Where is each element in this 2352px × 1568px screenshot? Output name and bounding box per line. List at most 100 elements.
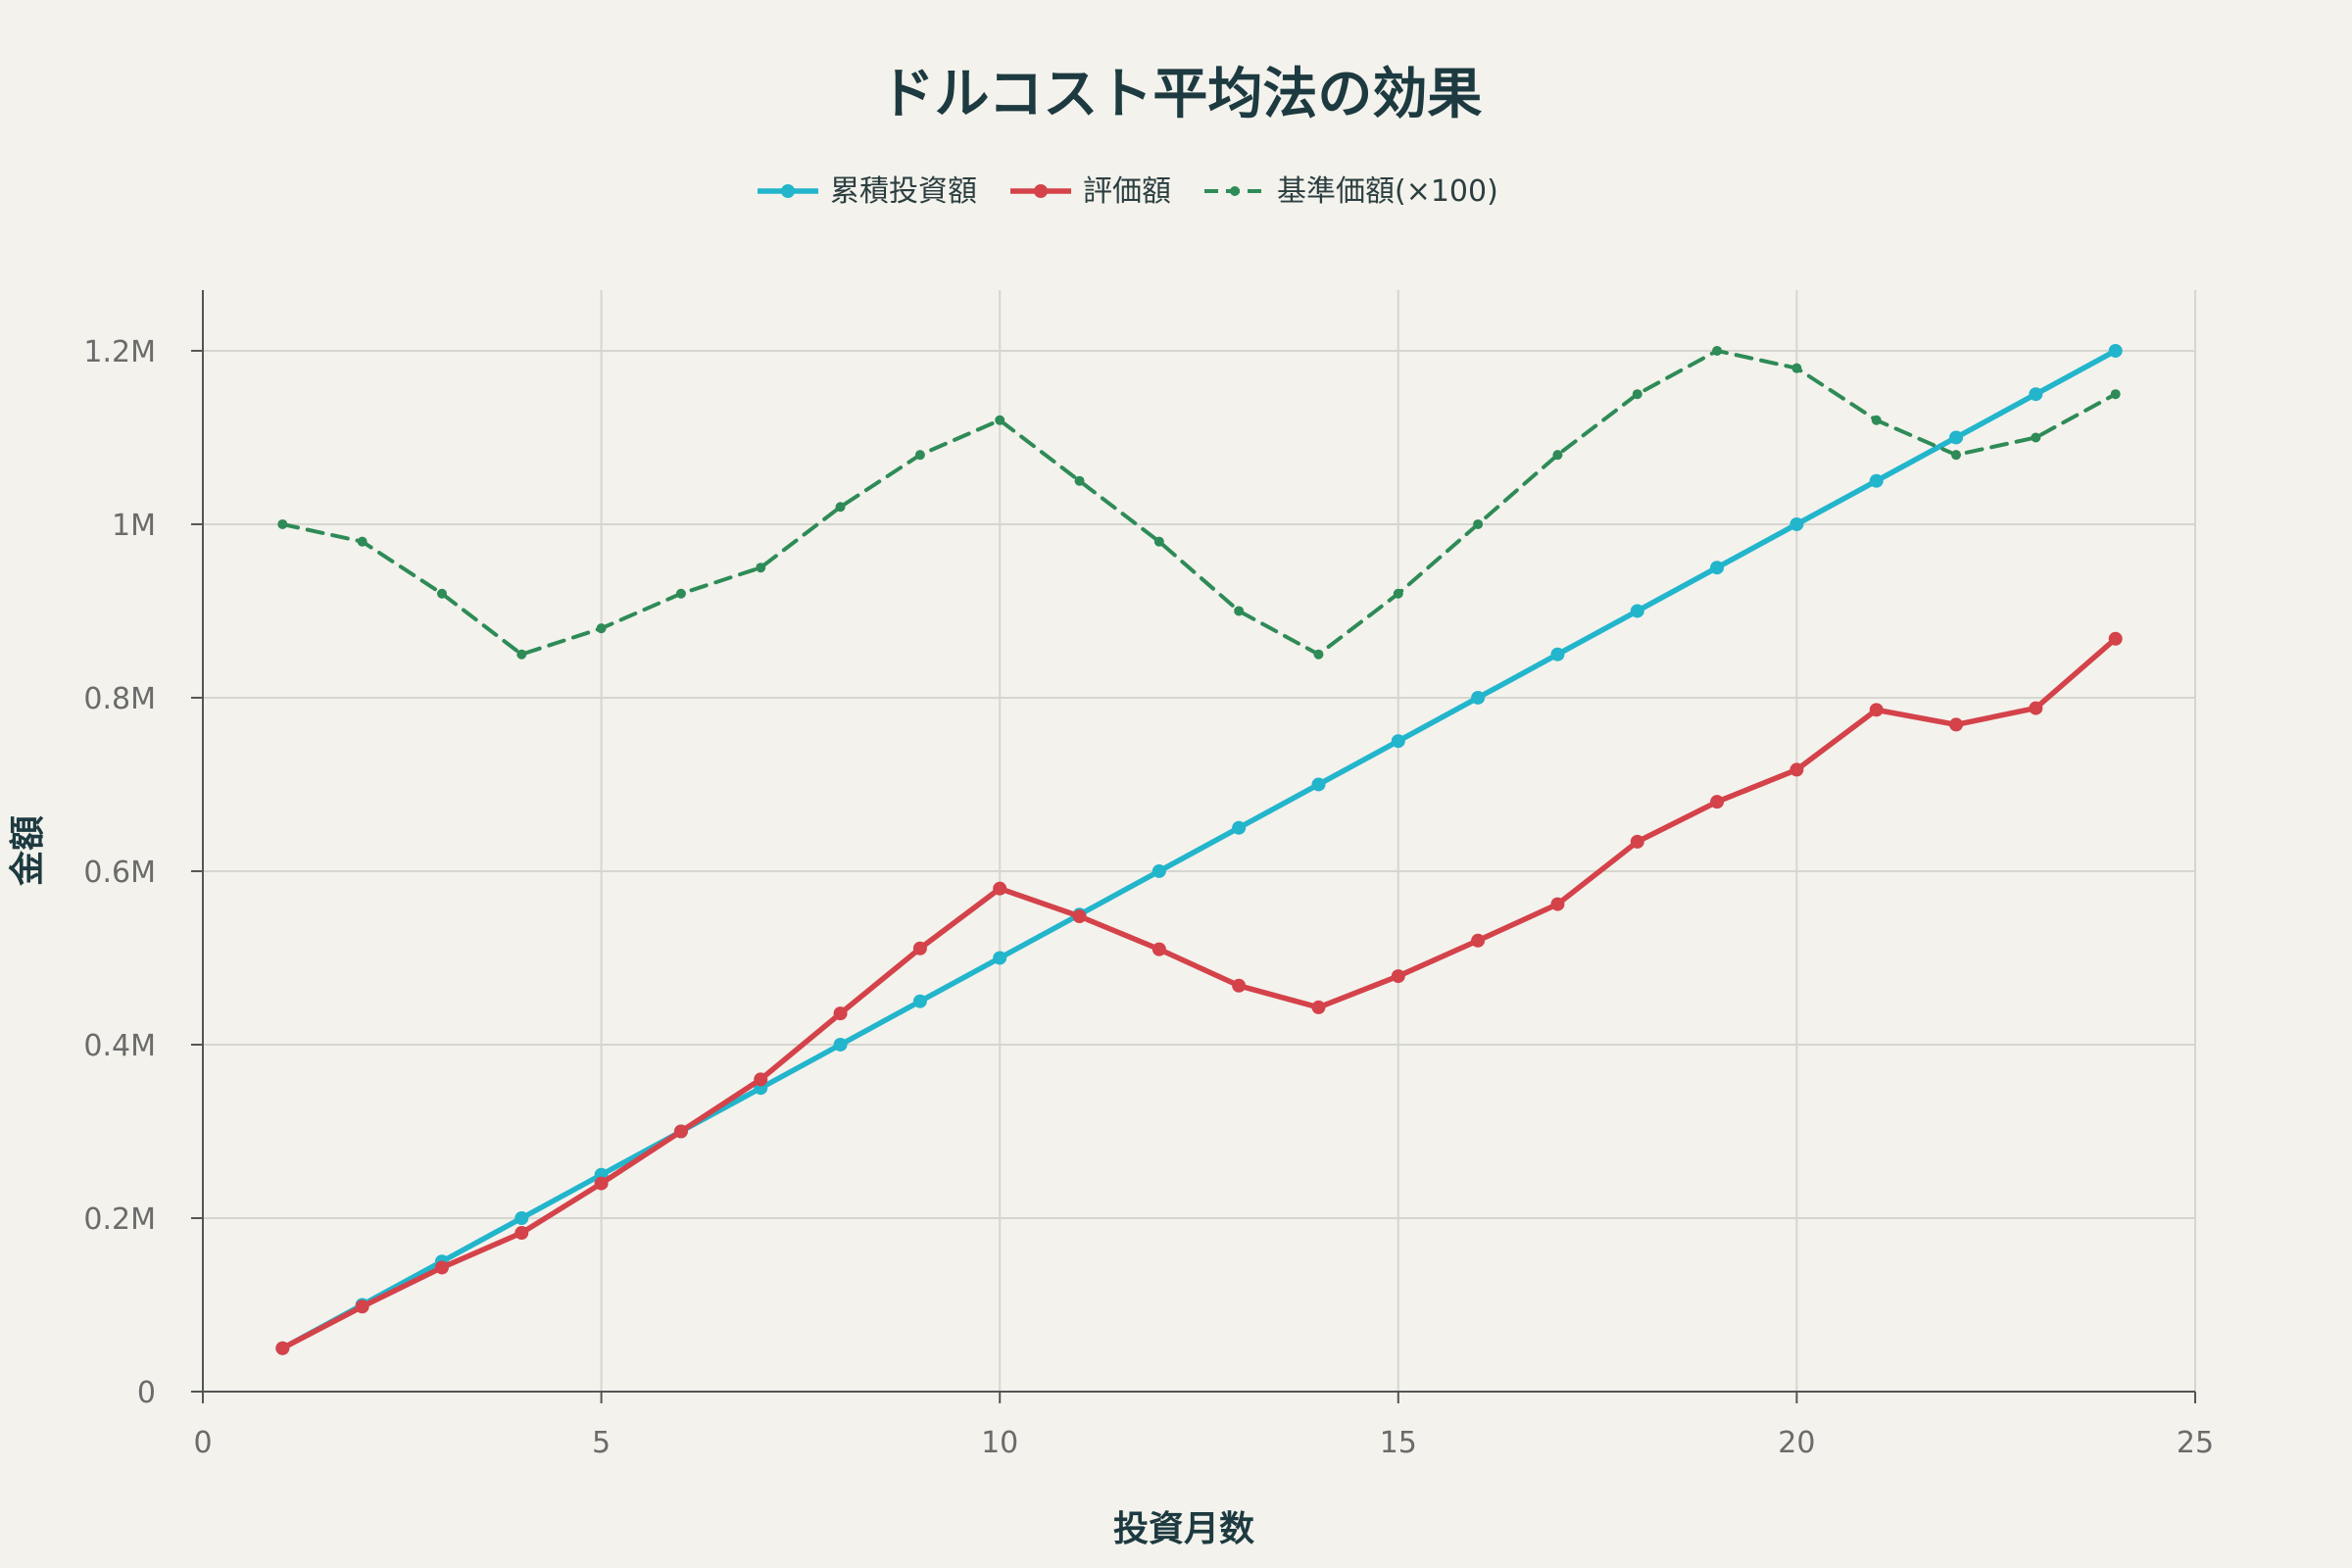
data-point <box>673 1124 688 1139</box>
data-point <box>2029 701 2043 715</box>
data-point <box>355 1299 369 1314</box>
data-point <box>275 1341 290 1355</box>
data-point <box>1232 978 1247 993</box>
grid <box>203 290 2196 1392</box>
data-point <box>995 415 1005 425</box>
data-point <box>516 649 527 660</box>
y-tick-label: 0.4M <box>83 1029 156 1063</box>
legend-label: 累積投資額 <box>830 174 977 209</box>
legend-label: 評価額 <box>1083 174 1171 209</box>
data-point <box>1951 450 1962 461</box>
data-point <box>1550 897 1565 911</box>
series-2 <box>275 631 2123 1355</box>
data-point <box>833 1037 848 1052</box>
legend-item: 累積投資額 <box>758 174 977 209</box>
data-point <box>1789 762 1804 777</box>
legend-swatch-marker <box>1230 186 1240 196</box>
legend-swatch-marker <box>781 184 795 198</box>
data-point <box>835 502 846 513</box>
data-point <box>1311 777 1326 792</box>
data-point <box>914 450 925 461</box>
data-point <box>1152 863 1166 878</box>
data-point <box>436 588 447 599</box>
axes <box>202 290 2195 1393</box>
data-point <box>675 588 686 599</box>
data-point <box>1471 933 1486 948</box>
legend-item: 評価額 <box>1010 174 1171 209</box>
x-tick-label: 0 <box>193 1426 212 1460</box>
chart-title: ドルコスト平均法の効果 <box>880 63 1483 126</box>
data-point <box>993 881 1007 896</box>
y-tick-label: 0.6M <box>83 856 156 890</box>
data-point <box>1234 606 1245 616</box>
data-point <box>1630 834 1644 849</box>
y-tick-label: 0.2M <box>83 1202 156 1237</box>
data-point <box>912 941 927 956</box>
data-point <box>1791 363 1802 373</box>
series-line <box>279 348 2119 1351</box>
data-point <box>833 1006 848 1021</box>
data-point <box>1311 1000 1326 1014</box>
data-point <box>357 536 368 547</box>
data-point <box>514 1226 529 1241</box>
data-point <box>2108 631 2123 646</box>
legend-item: 基準価額(×100) <box>1204 174 1498 209</box>
y-tick-label: 1.2M <box>83 335 156 369</box>
y-axis-ticks: 0 0.2M 0.4M 0.6M 0.8M 1M 1.2M <box>83 335 203 1410</box>
data-point <box>2110 389 2121 400</box>
data-point <box>434 1260 449 1275</box>
legend-label: 基準価額(×100) <box>1277 174 1498 209</box>
data-point <box>1152 942 1166 956</box>
data-point <box>1789 516 1804 531</box>
data-point <box>912 994 927 1008</box>
y-axis-title: 金額 <box>7 815 48 887</box>
y-tick-label: 0 <box>137 1376 156 1410</box>
data-point <box>1393 588 1403 599</box>
x-tick-label: 20 <box>1778 1426 1815 1460</box>
y-tick-label: 1M <box>112 509 156 543</box>
data-point <box>1232 820 1247 835</box>
series-1 <box>275 343 2123 1355</box>
data-point <box>1391 734 1405 749</box>
data-point <box>1313 649 1324 660</box>
data-point <box>1473 518 1484 529</box>
x-axis-ticks: 0 5 10 15 20 25 <box>193 1392 2214 1460</box>
data-point <box>596 623 607 634</box>
data-point <box>754 1072 768 1087</box>
data-point <box>1871 415 1882 425</box>
series-3 <box>277 345 2121 660</box>
data-point <box>1712 345 1723 356</box>
data-point <box>1074 475 1085 486</box>
data-point <box>1949 717 1964 732</box>
legend-swatch-marker <box>1034 184 1048 198</box>
data-point <box>2031 432 2041 443</box>
data-point <box>1471 690 1486 705</box>
data-point <box>1710 561 1725 575</box>
data-point <box>1072 908 1087 923</box>
data-point <box>514 1210 529 1225</box>
x-tick-label: 25 <box>2177 1426 2214 1460</box>
y-tick-label: 0.8M <box>83 682 156 716</box>
data-point <box>1869 703 1884 717</box>
data-point <box>2108 343 2123 358</box>
series-group <box>275 343 2123 1355</box>
data-point <box>756 563 766 573</box>
data-point <box>1869 473 1884 488</box>
x-axis-title: 投資月数 <box>1113 1509 1254 1549</box>
x-tick-label: 5 <box>592 1426 611 1460</box>
data-point <box>993 951 1007 965</box>
data-point <box>1949 430 1964 445</box>
data-point <box>1630 604 1644 618</box>
data-point <box>594 1176 609 1191</box>
data-point <box>1391 969 1405 984</box>
data-point <box>1550 647 1565 662</box>
data-point <box>1710 795 1725 809</box>
data-point <box>1632 389 1642 400</box>
x-tick-label: 10 <box>981 1426 1018 1460</box>
data-point <box>2029 387 2043 402</box>
legend: 累積投資額 評価額 基準価額(×100) <box>758 174 1498 209</box>
data-point <box>1552 450 1563 461</box>
data-point <box>277 518 288 529</box>
